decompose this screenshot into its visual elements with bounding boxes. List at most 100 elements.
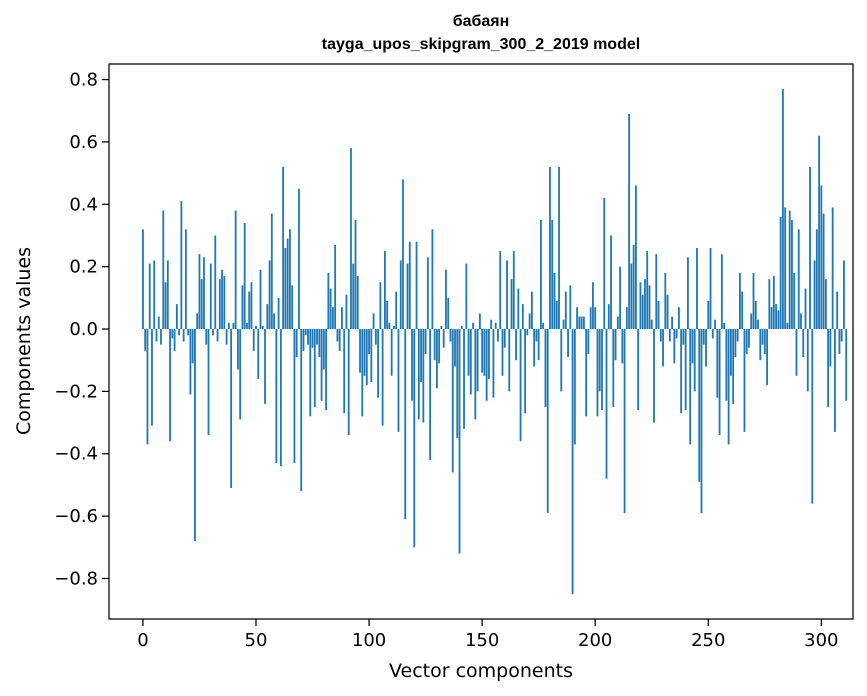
bar-172 (530, 291, 533, 330)
bar-257 (723, 322, 726, 330)
bar-52 (259, 269, 262, 330)
bar-149 (478, 313, 481, 330)
bar-62 (282, 166, 285, 330)
bar-65 (289, 229, 291, 330)
bar-121 (415, 241, 418, 330)
bar-83 (329, 288, 332, 330)
bar-139 (456, 329, 459, 439)
bar-299 (818, 135, 820, 330)
bar-267 (745, 329, 748, 354)
bar-89 (343, 329, 346, 414)
bar-142 (463, 329, 465, 429)
bar-258 (725, 329, 728, 401)
bar-91 (347, 329, 350, 436)
bar-66 (291, 285, 294, 330)
bar-255 (718, 329, 721, 436)
bar-158 (499, 251, 502, 330)
bar-113 (397, 329, 400, 432)
bar-279 (772, 276, 775, 330)
bar-282 (779, 216, 782, 330)
bar-36 (223, 276, 226, 330)
bar-163 (510, 279, 513, 330)
bar-131 (438, 329, 441, 364)
bar-274 (761, 329, 764, 345)
bar-32 (214, 235, 217, 330)
bar-170 (526, 329, 529, 336)
bar-93 (352, 263, 355, 330)
bar-204 (603, 198, 606, 330)
y-tick-label: −0.4 (54, 444, 98, 465)
bar-259 (727, 329, 730, 445)
bar-214 (625, 307, 628, 330)
bar-99 (365, 329, 368, 386)
bar-263 (736, 329, 739, 342)
bar-7 (157, 316, 160, 330)
bar-247 (700, 329, 703, 513)
bar-245 (696, 247, 698, 330)
bar-97 (361, 329, 364, 417)
bar-151 (483, 329, 486, 376)
bar-302 (824, 279, 827, 330)
bar-46 (246, 322, 248, 330)
bar-143 (465, 263, 468, 330)
bar-209 (614, 329, 617, 361)
bar-256 (720, 254, 723, 330)
bar-30 (209, 263, 212, 330)
bar-305 (831, 207, 834, 330)
bar-21 (189, 329, 192, 395)
bar-22 (191, 329, 194, 364)
bar-92 (350, 148, 352, 330)
bar-175 (537, 329, 540, 361)
bar-64 (286, 238, 289, 330)
y-tick-label: 0.2 (69, 257, 98, 278)
bar-205 (605, 329, 608, 479)
bar-283 (781, 88, 784, 330)
bar-232 (666, 294, 669, 330)
bar-6 (155, 329, 158, 342)
bar-79 (320, 329, 323, 401)
bar-147 (474, 329, 477, 420)
bar-230 (662, 329, 664, 367)
bar-217 (632, 244, 635, 330)
bar-238 (680, 329, 683, 414)
bar-173 (533, 329, 536, 367)
bar-136 (449, 329, 452, 342)
bar-135 (447, 297, 450, 330)
bar-229 (659, 329, 662, 342)
bar-85 (334, 244, 337, 330)
bar-116 (404, 329, 407, 520)
bar-284 (784, 207, 787, 330)
bar-9 (162, 210, 165, 330)
bar-17 (180, 201, 183, 330)
bar-59 (275, 329, 278, 464)
bar-160 (503, 329, 506, 348)
bar-231 (664, 272, 667, 330)
bar-275 (763, 329, 766, 354)
bar-109 (388, 322, 391, 330)
bar-140 (458, 329, 461, 554)
bar-287 (791, 219, 793, 330)
bar-54 (264, 329, 266, 404)
bar-290 (797, 229, 800, 330)
bar-81 (325, 329, 327, 411)
bar-208 (612, 329, 615, 407)
bar-271 (754, 300, 757, 330)
bar-37 (225, 329, 228, 345)
bar-20 (187, 329, 190, 336)
y-tick-label: −0.8 (54, 568, 98, 589)
bar-25 (198, 254, 201, 330)
bar-40 (232, 322, 235, 330)
bar-82 (327, 272, 330, 330)
bar-77 (316, 329, 318, 345)
bar-303 (827, 329, 830, 407)
bar-200 (594, 307, 597, 330)
bar-119 (411, 329, 413, 401)
bar-227 (655, 254, 658, 330)
bar-16 (178, 329, 181, 336)
bar-117 (406, 263, 409, 330)
bar-202 (598, 329, 601, 392)
bar-187 (564, 291, 567, 330)
bar-50 (255, 325, 257, 330)
bar-184 (558, 166, 560, 330)
bar-294 (806, 329, 809, 392)
